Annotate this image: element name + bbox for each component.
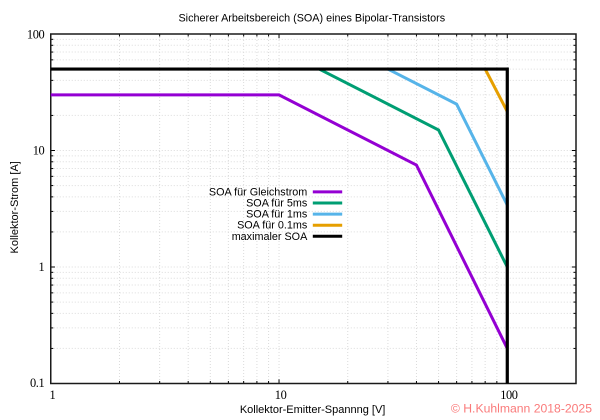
svg-text:10: 10: [275, 388, 287, 402]
svg-text:maximaler SOA: maximaler SOA: [232, 231, 308, 243]
svg-text:100: 100: [500, 388, 518, 402]
svg-text:Kollektor-Emitter-Spannng [V]: Kollektor-Emitter-Spannng [V]: [240, 404, 386, 416]
svg-text:1: 1: [50, 388, 56, 402]
svg-text:SOA für Gleichstrom: SOA für Gleichstrom: [209, 186, 307, 198]
svg-text:SOA für 1ms: SOA für 1ms: [246, 209, 308, 221]
svg-text:SOA für 5ms: SOA für 5ms: [246, 198, 308, 210]
svg-text:1: 1: [39, 260, 45, 274]
svg-text:0.1: 0.1: [30, 376, 44, 390]
svg-text:SOA für 0.1ms: SOA für 0.1ms: [237, 220, 308, 232]
svg-text:© H.Kuhlmann 2018-2025: © H.Kuhlmann 2018-2025: [451, 402, 592, 416]
svg-text:Kollektor-Strom [A]: Kollektor-Strom [A]: [9, 161, 21, 253]
svg-text:10: 10: [33, 143, 45, 157]
svg-text:Sicherer Arbeitsbereich (SOA): Sicherer Arbeitsbereich (SOA) eines Bipo…: [178, 13, 445, 25]
svg-text:100: 100: [27, 27, 45, 41]
